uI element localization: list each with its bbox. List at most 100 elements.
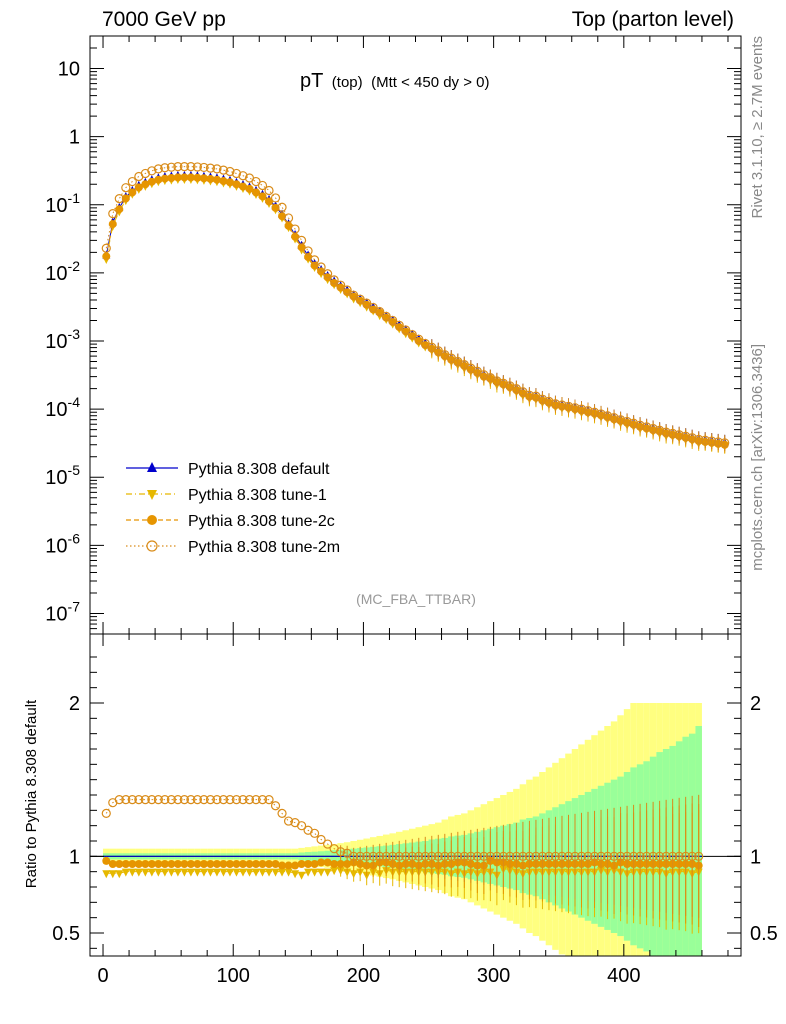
ratio-point-0-3 <box>121 868 130 877</box>
ratio-point-1-17 <box>212 860 221 868</box>
y-tick-label: 10-5 <box>45 462 80 489</box>
ratio-point-2-78 <box>609 851 619 861</box>
ratio-point-0-36 <box>336 867 345 876</box>
ratio-point-1-7 <box>147 860 156 868</box>
ratio-point-1-16 <box>206 860 215 868</box>
data-point-3-43 <box>381 311 391 321</box>
ratio-point-2-40 <box>362 851 372 861</box>
ratio-point-2-17 <box>212 794 222 805</box>
data-point-2-14 <box>193 173 202 182</box>
ratio-point-2-86 <box>661 851 671 861</box>
ratio-point-1-21 <box>238 860 247 868</box>
ratio-point-1-25 <box>265 860 274 868</box>
ratio-point-2-48 <box>414 851 424 861</box>
data-point-3-72 <box>570 403 580 413</box>
ratio-point-1-23 <box>252 860 261 868</box>
ratio-plot-area <box>90 703 741 956</box>
ratio-point-2-64 <box>518 851 528 861</box>
data-point-3-40 <box>362 298 372 308</box>
data-point-3-67 <box>537 394 548 404</box>
title-cut: (Mtt < 450 dy > 0) <box>371 74 489 91</box>
data-point-2-2 <box>115 205 124 214</box>
data-point-2-20 <box>232 180 241 189</box>
data-point-2-37 <box>343 288 352 297</box>
ratio-point-0-25 <box>265 868 274 877</box>
ratio-point-2-24 <box>257 794 268 805</box>
data-point-3-89 <box>681 431 691 441</box>
y-tick-label: 10-2 <box>45 258 80 285</box>
y-tick-label: 10-6 <box>45 530 80 557</box>
data-point-3-16 <box>205 163 216 173</box>
ratio-point-2-14 <box>192 794 203 805</box>
data-point-2-19 <box>225 178 234 187</box>
data-point-2-13 <box>186 173 195 182</box>
ratio-point-0-6 <box>141 868 150 877</box>
ratio-point-1-10 <box>167 860 176 868</box>
data-point-2-29 <box>291 232 300 241</box>
ratio-point-2-18 <box>218 794 229 805</box>
axes: 0 100 200 300 400 10 1 10-1 10-2 10-3 10-4 10-5 10-6… <box>45 35 778 987</box>
ratio-point-2-89 <box>681 851 691 861</box>
ratio-point-2-83 <box>642 851 652 861</box>
ratio-point-2-59 <box>485 851 495 861</box>
data-point-3-28 <box>283 213 294 223</box>
data-point-3-19 <box>225 166 235 177</box>
ratio-point-2-58 <box>479 851 489 861</box>
data-point-3-3 <box>121 183 131 193</box>
ratio-point-1-9 <box>160 860 169 868</box>
ratio-point-1-32 <box>310 860 319 868</box>
data-point-2-7 <box>147 177 156 186</box>
legend-marker-3 <box>146 540 158 552</box>
x-tick-label: 0 <box>97 965 108 987</box>
data-point-3-87 <box>668 428 678 439</box>
data-point-2-25 <box>265 197 274 206</box>
data-point-3-42 <box>375 307 385 317</box>
ratio-point-0-13 <box>186 868 195 877</box>
ratio-point-0-10 <box>167 868 176 877</box>
ratio-point-2-5 <box>134 794 144 805</box>
ratio-point-2-91 <box>694 851 704 861</box>
ratio-point-2-74 <box>583 851 593 861</box>
ratio-point-2-39 <box>355 851 365 861</box>
data-point-3-7 <box>147 166 157 176</box>
ratio-point-2-41 <box>368 851 378 861</box>
ratio-point-1-13 <box>186 860 195 868</box>
data-point-3-78 <box>609 413 619 423</box>
ratio-point-2-8 <box>153 794 163 805</box>
legend-label-0: Pythia 8.308 default <box>188 461 330 478</box>
ratio-point-2-75 <box>589 851 600 861</box>
legend-marker-2 <box>147 515 157 525</box>
ratio-y-tick-label-right: 0.5 <box>750 923 778 945</box>
legend-label-3: Pythia 8.308 tune-2m <box>188 539 340 556</box>
ratio-point-2-7 <box>147 794 157 805</box>
ratio-point-2-30 <box>296 821 307 831</box>
legend-marker-0 <box>147 462 157 472</box>
ratio-point-2-10 <box>166 794 176 805</box>
data-point-3-31 <box>303 246 313 256</box>
ratio-point-2-90 <box>687 851 697 861</box>
data-point-2-1 <box>108 220 117 229</box>
ratio-point-2-0 <box>101 808 111 819</box>
ratio-point-2-87 <box>668 851 678 861</box>
ratio-point-1-22 <box>245 860 254 868</box>
ratio-point-1-5 <box>134 860 143 868</box>
data-point-3-71 <box>563 401 574 411</box>
data-point-3-33 <box>316 262 326 272</box>
ratio-point-2-28 <box>283 816 294 826</box>
data-point-3-90 <box>687 433 697 443</box>
ratio-point-1-31 <box>304 860 313 868</box>
data-point-3-61 <box>498 378 508 388</box>
ratio-point-2-60 <box>492 851 502 861</box>
series-line-1 <box>105 178 725 447</box>
ratio-point-0-37 <box>343 868 352 877</box>
data-point-2-17 <box>212 175 221 184</box>
ratio-point-1-33 <box>317 858 326 867</box>
data-point-2-6 <box>141 180 150 189</box>
ratio-point-0-2 <box>115 870 124 879</box>
ratio-point-1-14 <box>193 860 202 868</box>
ratio-point-0-5 <box>134 868 143 877</box>
ratio-y-tick-label: 0.5 <box>52 923 80 945</box>
main-plot-area <box>101 162 730 454</box>
ratio-point-1-37 <box>343 860 352 868</box>
ratio-point-2-32 <box>309 828 320 838</box>
